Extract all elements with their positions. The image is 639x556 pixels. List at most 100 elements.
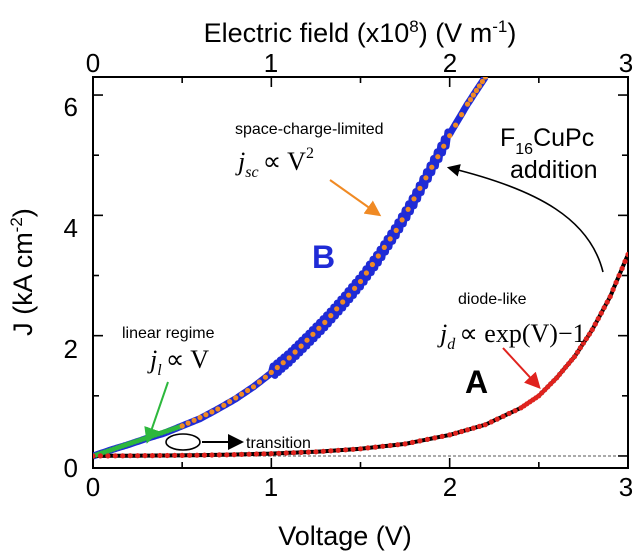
fit-point — [482, 77, 488, 80]
fit-point — [239, 451, 245, 457]
fit-point — [387, 442, 393, 449]
fit-point — [346, 292, 352, 298]
fit-point — [209, 409, 215, 415]
fit-point — [179, 423, 185, 429]
x-tick-label: 0 — [86, 472, 100, 502]
fit-point — [459, 112, 465, 118]
fit-point — [387, 236, 393, 242]
fit-point — [494, 416, 500, 422]
fit-point — [334, 306, 340, 312]
linear-regime-label: linear regime — [122, 325, 215, 342]
top-axis-label: Electric field (x108) (V m-1) — [204, 17, 517, 48]
fit-point — [105, 453, 111, 459]
fit-point — [142, 453, 148, 459]
fit-point — [112, 453, 118, 459]
fit-point — [616, 272, 622, 279]
fit-point — [625, 251, 628, 258]
diode-arrow — [502, 347, 541, 389]
material-label: F16CuPc — [500, 124, 594, 158]
fit-point — [574, 349, 581, 355]
y-tick-label: 6 — [64, 92, 78, 122]
transition-ellipse — [165, 433, 201, 451]
fit-point — [453, 122, 459, 128]
fit-point — [209, 452, 215, 458]
axis-ticks — [92, 77, 629, 468]
addition-arrow — [446, 164, 604, 273]
fit-point — [411, 196, 417, 202]
fit-point — [447, 432, 453, 438]
fit-point — [231, 452, 237, 458]
fit-point — [476, 83, 482, 89]
fit-point — [233, 395, 239, 401]
fit-point — [473, 87, 479, 94]
fit-point — [227, 399, 233, 405]
x-axis-label: Voltage (V) — [278, 521, 412, 551]
fit-point — [185, 420, 191, 426]
fit-point — [566, 361, 572, 367]
fit-point — [417, 185, 423, 191]
fit-point — [441, 143, 447, 149]
fit-point — [589, 327, 595, 333]
fit-point — [554, 375, 560, 381]
series-b-label: B — [312, 239, 335, 275]
y-tick-label: 4 — [64, 213, 78, 243]
fit-point — [250, 384, 257, 390]
fit-point — [381, 244, 387, 250]
fit-point — [571, 354, 578, 360]
fit-point — [439, 433, 445, 439]
top-x-tick-label: 2 — [443, 48, 457, 78]
scl-arrow — [329, 179, 382, 217]
addition-label: addition — [510, 156, 598, 184]
fit-point — [179, 452, 185, 458]
fit-point — [316, 325, 322, 331]
fit-point — [365, 445, 371, 451]
fit-point — [405, 206, 411, 212]
fit-point — [423, 175, 429, 181]
fit-point — [93, 453, 96, 459]
fit-point — [506, 410, 512, 417]
fit-point — [369, 261, 375, 268]
fit-point — [464, 427, 471, 433]
fit-point — [157, 452, 163, 459]
fit-point — [583, 336, 590, 342]
series-a-label: A — [465, 364, 488, 400]
fit-point — [568, 357, 575, 363]
fit-point — [261, 451, 267, 457]
fit-point — [274, 364, 280, 371]
fit-point — [262, 374, 268, 380]
y-tick-label: 0 — [64, 453, 78, 483]
fit-point — [283, 450, 289, 456]
fit-point — [164, 452, 170, 459]
transition-label: transition — [246, 435, 311, 452]
fit-point — [328, 313, 334, 319]
fit-point — [253, 451, 260, 457]
fit-point — [395, 442, 401, 448]
fit-point — [127, 453, 133, 459]
fit-point — [320, 448, 326, 454]
fit-point — [246, 451, 252, 457]
x-tick-label: 2 — [443, 472, 457, 502]
fit-point — [194, 452, 200, 458]
fit-point — [563, 364, 569, 370]
top-x-tick-label: 1 — [264, 48, 278, 78]
fit-point — [560, 368, 566, 374]
fit-point — [399, 217, 405, 223]
space-charge-limited-equation: jsc ∝ V2 — [235, 145, 314, 181]
fit-point — [291, 450, 297, 456]
fit-point — [239, 391, 245, 397]
fit-point — [429, 164, 435, 170]
fit-point — [557, 371, 563, 377]
fit-point — [350, 446, 356, 452]
fit-point — [512, 408, 518, 414]
fit-point — [459, 428, 465, 435]
fit-point — [286, 355, 292, 361]
fit-point — [500, 413, 506, 419]
fit-point — [470, 425, 476, 431]
top-x-tick-label: 3 — [619, 48, 633, 78]
top-x-tick-labels: 0 1 2 3 — [86, 48, 633, 78]
fit-point — [191, 417, 197, 423]
fit-point — [276, 450, 282, 456]
fit-point — [424, 436, 430, 442]
fit-point — [298, 343, 304, 349]
